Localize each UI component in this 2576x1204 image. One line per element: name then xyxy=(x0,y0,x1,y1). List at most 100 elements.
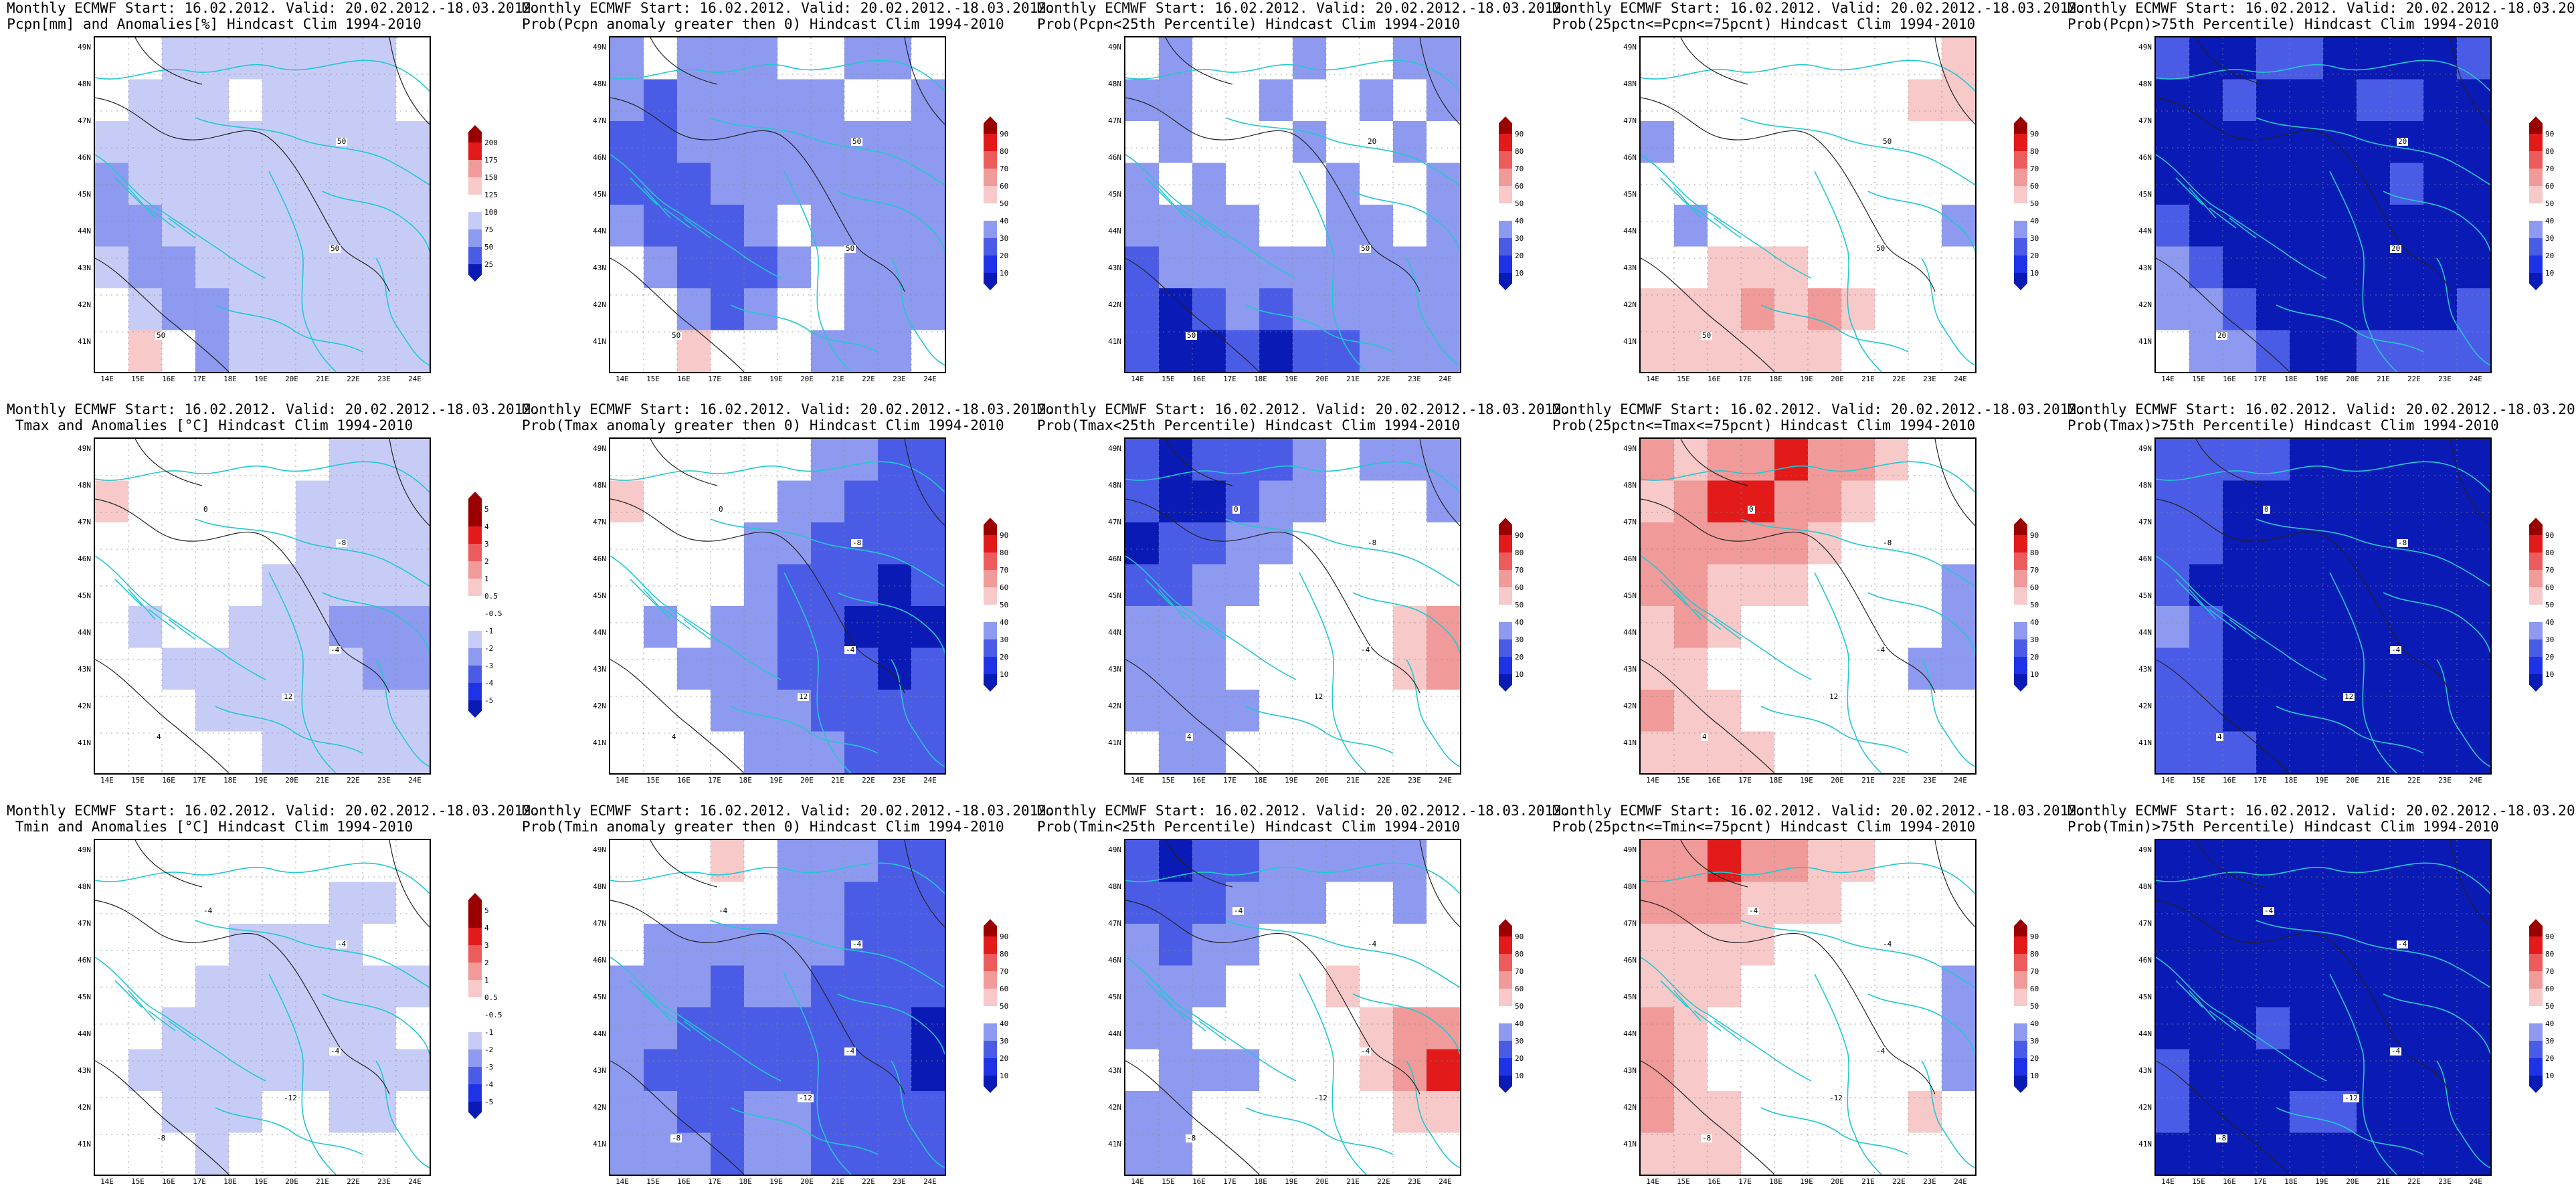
coastline-border xyxy=(1125,60,1460,92)
coastline-border xyxy=(1760,304,1909,353)
field-cell xyxy=(2357,79,2391,122)
lat-tick-label: 47N xyxy=(2138,919,2152,928)
field-cell xyxy=(1674,205,1708,247)
lon-tick-label: 14E xyxy=(100,375,114,383)
field-cell xyxy=(1226,246,1260,289)
forecast-map-panel: Monthly ECMWF Start: 16.02.2012. Valid: … xyxy=(1552,0,2086,395)
field-cell xyxy=(1360,288,1394,330)
field-cell xyxy=(162,79,196,122)
field-cell xyxy=(1942,288,1975,330)
field-cell xyxy=(811,1049,845,1092)
field-cell xyxy=(2390,690,2424,732)
field-cell xyxy=(1708,480,1742,523)
field-cell xyxy=(2290,1132,2324,1175)
field-cell xyxy=(2290,288,2324,330)
field-cell xyxy=(195,647,229,690)
colorbar-segment xyxy=(1499,1006,1512,1023)
colorbar-segment xyxy=(984,639,997,657)
lat-tick-label: 41N xyxy=(1108,738,1121,747)
lon-tick-label: 24E xyxy=(1439,776,1452,785)
field-cell xyxy=(878,330,912,372)
lon-tick-label: 19E xyxy=(1285,776,1298,785)
map-canvas xyxy=(95,37,430,372)
field-cell xyxy=(811,1091,845,1133)
field-cell xyxy=(1360,965,1394,1008)
field-cell xyxy=(1908,1132,1942,1175)
field-cell xyxy=(2223,480,2257,523)
colorbar-tick-label: 20 xyxy=(2030,653,2039,662)
colorbar-tick-label: -2 xyxy=(484,644,494,653)
field-cell xyxy=(1293,564,1327,607)
colorbar-tick-label: 20 xyxy=(2545,1054,2555,1063)
field-cell xyxy=(1741,606,1775,648)
colorbar-tick-label: 30 xyxy=(1000,1037,1009,1045)
isoline xyxy=(1934,840,1975,928)
contour-label: 50 xyxy=(670,331,682,340)
field-cell xyxy=(711,1007,745,1049)
field-cell xyxy=(162,1049,196,1092)
field-cell xyxy=(2189,882,2223,924)
field-cell xyxy=(1741,480,1775,523)
field-cell xyxy=(1875,1049,1909,1092)
field-cell xyxy=(610,205,644,247)
lon-tick-label: 14E xyxy=(616,375,629,383)
colorbar-tick-label: 10 xyxy=(1515,670,1524,679)
field-cell xyxy=(1875,965,1909,1008)
field-cell xyxy=(1942,1049,1975,1092)
colorbar-tick-label: 10 xyxy=(1000,269,1009,278)
colorbar-segment xyxy=(2014,587,2027,605)
lon-tick-label: 24E xyxy=(923,375,937,383)
colorbar-tick-label: 80 xyxy=(2545,950,2555,959)
field-cell xyxy=(2290,79,2324,122)
contour-label: -12 xyxy=(1828,1094,1844,1102)
field-cell xyxy=(1741,37,1775,80)
contour-label: -4 xyxy=(851,940,863,948)
field-cell xyxy=(162,731,196,773)
field-cell xyxy=(844,965,879,1008)
field-cell xyxy=(1360,564,1394,607)
lon-tick-label: 21E xyxy=(1346,375,1360,383)
colorbar-tick-label: 0.5 xyxy=(484,993,498,1002)
field-cell xyxy=(2156,79,2190,122)
field-cell xyxy=(1708,840,1742,882)
field-cell xyxy=(1393,246,1427,289)
field-cell xyxy=(777,439,812,481)
coastline-border xyxy=(1814,572,1882,773)
field-cell xyxy=(2156,522,2190,565)
field-cell xyxy=(1808,1007,1842,1049)
field-cell xyxy=(2223,882,2257,924)
field-cell xyxy=(1125,1049,1160,1092)
coastline-border xyxy=(891,659,945,767)
field-cell xyxy=(2390,965,2424,1008)
colorbar-tick-label: 30 xyxy=(1515,1037,1524,1045)
contour-label: 50 xyxy=(1186,331,1198,340)
field-cell xyxy=(844,330,879,372)
field-cell xyxy=(1674,882,1708,924)
field-cell xyxy=(1875,163,1909,205)
field-cell xyxy=(296,1132,330,1175)
coastline-border xyxy=(730,706,879,754)
field-cell xyxy=(777,288,812,330)
lat-tick-label: 43N xyxy=(1108,665,1121,674)
field-cell xyxy=(1326,163,1360,205)
lat-tick-label: 41N xyxy=(2138,337,2152,346)
field-cell xyxy=(2457,965,2490,1008)
colorbar-segment xyxy=(2529,535,2543,553)
field-cell xyxy=(1774,163,1809,205)
isoline xyxy=(389,840,430,928)
isoline xyxy=(95,659,229,773)
field-cell xyxy=(262,246,296,289)
lon-tick-label: 15E xyxy=(646,1177,660,1186)
field-cell xyxy=(1841,163,1875,205)
field-cell xyxy=(2223,522,2257,565)
lon-tick-label: 15E xyxy=(1677,1177,1690,1186)
panel-title: Monthly ECMWF Start: 16.02.2012. Valid: … xyxy=(7,0,540,16)
field-cell xyxy=(1908,163,1942,205)
field-cell xyxy=(1427,246,1460,289)
field-cell xyxy=(162,330,196,372)
field-cell xyxy=(1641,690,1675,732)
field-cell xyxy=(2457,1049,2490,1092)
colorbar-tick-label: 80 xyxy=(2545,147,2555,156)
field-cell xyxy=(2189,1049,2223,1092)
field-cell xyxy=(744,330,778,372)
